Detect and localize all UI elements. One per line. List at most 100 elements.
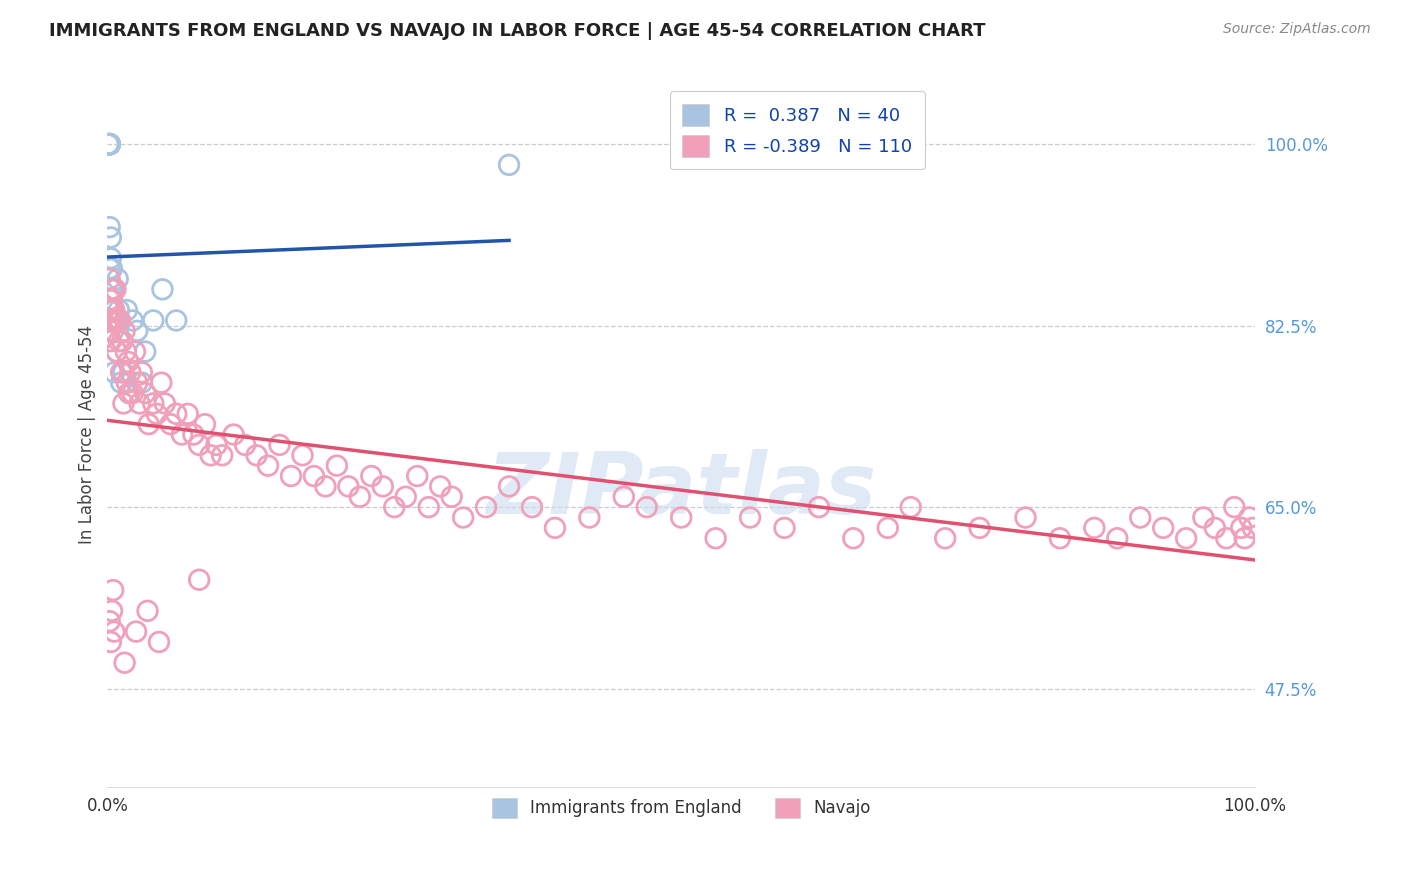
Point	[98, 272, 121, 286]
Point	[280, 469, 302, 483]
Point	[115, 303, 138, 318]
Point	[114, 656, 136, 670]
Point	[1215, 531, 1237, 545]
Point	[97, 137, 120, 152]
Point	[900, 500, 922, 515]
Point	[1175, 531, 1198, 545]
Point	[337, 479, 360, 493]
Point	[269, 438, 291, 452]
Point	[112, 396, 135, 410]
Point	[98, 137, 121, 152]
Point	[127, 376, 149, 390]
Point	[98, 137, 121, 152]
Point	[100, 282, 122, 296]
Point	[101, 583, 124, 598]
Point	[134, 344, 156, 359]
Point	[475, 500, 498, 515]
Point	[1049, 531, 1071, 545]
Point	[440, 490, 463, 504]
Point	[245, 448, 267, 462]
Point	[105, 344, 128, 359]
Point	[429, 479, 451, 493]
Point	[131, 376, 153, 390]
Point	[934, 531, 956, 545]
Point	[100, 334, 122, 348]
Point	[100, 251, 122, 265]
Point	[842, 531, 865, 545]
Text: IMMIGRANTS FROM ENGLAND VS NAVAJO IN LABOR FORCE | AGE 45-54 CORRELATION CHART: IMMIGRANTS FROM ENGLAND VS NAVAJO IN LAB…	[49, 22, 986, 40]
Point	[101, 324, 124, 338]
Text: ZIPatlas: ZIPatlas	[486, 450, 876, 533]
Point	[165, 407, 187, 421]
Point	[613, 490, 636, 504]
Point	[108, 334, 131, 348]
Point	[98, 293, 121, 307]
Point	[148, 635, 170, 649]
Point	[98, 261, 121, 276]
Point	[118, 386, 141, 401]
Point	[98, 137, 121, 152]
Point	[314, 479, 336, 493]
Point	[112, 365, 135, 379]
Point	[142, 313, 165, 327]
Point	[1083, 521, 1105, 535]
Point	[101, 282, 124, 296]
Point	[1129, 510, 1152, 524]
Point	[142, 396, 165, 410]
Point	[100, 303, 122, 318]
Point	[120, 365, 142, 379]
Point	[257, 458, 280, 473]
Point	[159, 417, 181, 432]
Point	[100, 230, 122, 244]
Point	[107, 272, 129, 286]
Point	[669, 510, 692, 524]
Point	[101, 293, 124, 307]
Point	[117, 355, 139, 369]
Point	[188, 573, 211, 587]
Point	[110, 365, 132, 379]
Point	[876, 521, 898, 535]
Point	[101, 261, 124, 276]
Point	[520, 500, 543, 515]
Point	[1204, 521, 1226, 535]
Point	[101, 604, 124, 618]
Point	[125, 624, 148, 639]
Point	[134, 386, 156, 401]
Legend: Immigrants from England, Navajo: Immigrants from England, Navajo	[485, 791, 877, 825]
Point	[636, 500, 658, 515]
Point	[406, 469, 429, 483]
Point	[127, 324, 149, 338]
Point	[498, 479, 520, 493]
Point	[1239, 510, 1261, 524]
Point	[103, 303, 125, 318]
Point	[98, 137, 121, 152]
Point	[150, 376, 173, 390]
Point	[291, 448, 314, 462]
Point	[100, 635, 122, 649]
Point	[131, 365, 153, 379]
Point	[738, 510, 761, 524]
Point	[100, 293, 122, 307]
Point	[371, 479, 394, 493]
Point	[1241, 521, 1264, 535]
Point	[104, 313, 127, 327]
Point	[103, 624, 125, 639]
Point	[349, 490, 371, 504]
Point	[98, 220, 121, 235]
Point	[98, 614, 121, 628]
Point	[704, 531, 727, 545]
Point	[121, 313, 143, 327]
Point	[1014, 510, 1036, 524]
Point	[111, 334, 134, 348]
Point	[211, 448, 233, 462]
Point	[98, 137, 121, 152]
Point	[97, 313, 120, 327]
Point	[326, 458, 349, 473]
Point	[418, 500, 440, 515]
Point	[807, 500, 830, 515]
Point	[1233, 531, 1256, 545]
Point	[115, 376, 138, 390]
Point	[114, 324, 136, 338]
Point	[97, 137, 120, 152]
Point	[124, 344, 146, 359]
